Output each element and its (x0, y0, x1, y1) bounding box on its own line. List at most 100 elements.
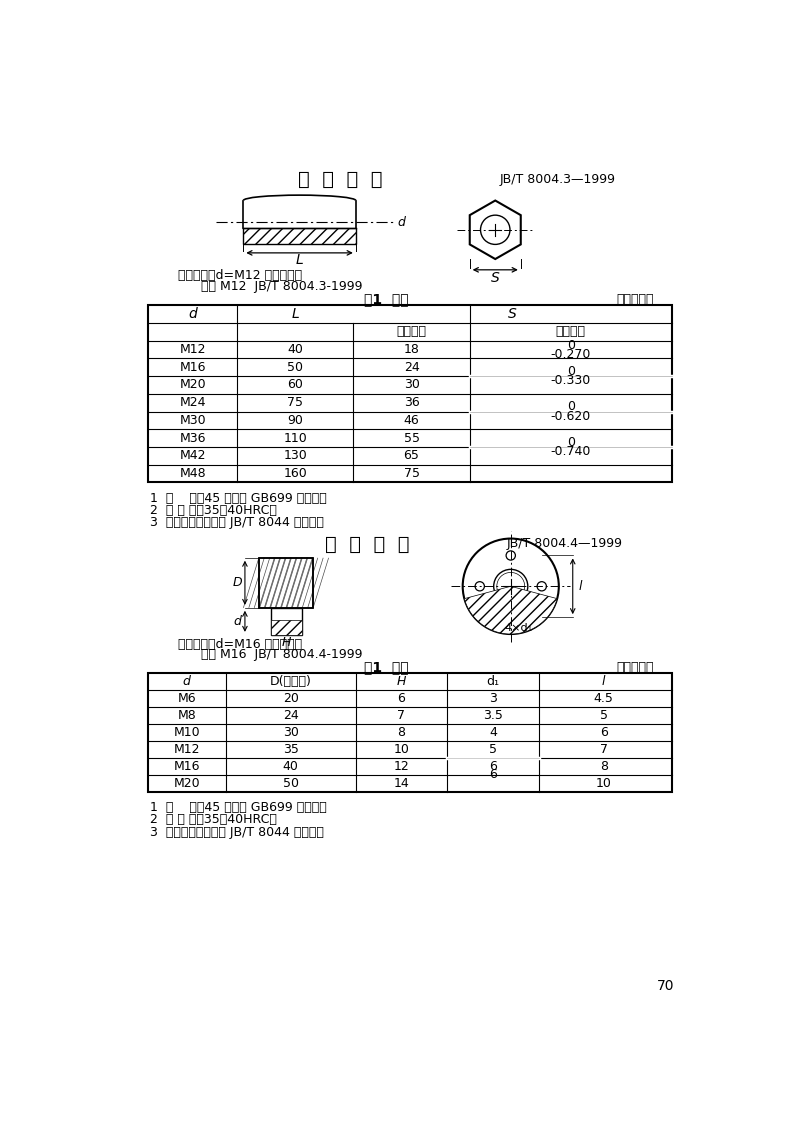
Text: JB/T 8004.3—1999: JB/T 8004.3—1999 (499, 173, 615, 187)
Text: 2  热 处 理：35～40HRC。: 2 热 处 理：35～40HRC。 (150, 814, 278, 826)
Text: M24: M24 (179, 396, 206, 409)
Text: 2  热 处 理：35～40HRC。: 2 热 处 理：35～40HRC。 (150, 504, 278, 517)
Text: M36: M36 (179, 431, 206, 445)
Text: M20: M20 (179, 378, 206, 392)
Text: 14: 14 (394, 777, 410, 790)
Text: 24: 24 (282, 709, 298, 722)
Text: 18: 18 (404, 343, 419, 357)
Bar (270, 620, 302, 635)
Text: 30: 30 (404, 378, 419, 392)
Text: d: d (234, 615, 241, 628)
Text: 70: 70 (657, 979, 674, 993)
Circle shape (506, 551, 515, 560)
Text: 4×d₁: 4×d₁ (505, 623, 533, 633)
Text: 12: 12 (394, 760, 410, 773)
Text: 160: 160 (283, 468, 307, 480)
Polygon shape (464, 586, 557, 634)
Text: 75: 75 (403, 468, 419, 480)
Text: 24: 24 (404, 361, 419, 374)
Text: M6: M6 (178, 692, 196, 705)
Text: 螺母 M16  JB/T 8004.4-1999: 螺母 M16 JB/T 8004.4-1999 (201, 649, 362, 661)
Text: 60: 60 (287, 378, 303, 392)
Text: 单位为毫米: 单位为毫米 (617, 661, 654, 674)
Text: H: H (282, 636, 290, 649)
Circle shape (537, 582, 546, 591)
Text: 1  材    料：45 锂，按 GB699 的规定。: 1 材 料：45 锂，按 GB699 的规定。 (150, 491, 327, 505)
Text: 0: 0 (567, 436, 575, 448)
Text: 4.5: 4.5 (594, 692, 614, 705)
Text: 6: 6 (489, 760, 497, 773)
Text: 0: 0 (567, 365, 575, 378)
Text: 40: 40 (287, 343, 303, 357)
Text: -0.620: -0.620 (550, 410, 591, 422)
Text: l: l (602, 676, 606, 688)
Text: 6: 6 (489, 769, 497, 781)
Text: 4: 4 (489, 726, 497, 739)
Text: M20: M20 (174, 777, 200, 790)
Text: 3  其他技术条件：按 JB/T 8044 的规定。: 3 其他技术条件：按 JB/T 8044 的规定。 (150, 825, 324, 839)
Text: 标记示例：d=M16 的调节螺母: 标记示例：d=M16 的调节螺母 (178, 637, 302, 651)
Text: d: d (398, 215, 406, 229)
Text: M8: M8 (178, 709, 196, 722)
Text: JB/T 8004.4—1999: JB/T 8004.4—1999 (507, 538, 623, 550)
Text: 50: 50 (282, 777, 298, 790)
Text: d₁: d₁ (486, 676, 499, 688)
Text: M10: M10 (174, 726, 200, 739)
Text: 40: 40 (282, 760, 298, 773)
Text: -0.270: -0.270 (550, 348, 591, 361)
Text: 单位为毫米: 单位为毫米 (617, 292, 654, 306)
Text: 1  材    料：45 锂，按 GB699 的规定。: 1 材 料：45 锂，按 GB699 的规定。 (150, 801, 327, 814)
Text: 36: 36 (404, 396, 419, 409)
Bar (243, 229, 356, 243)
Text: 5: 5 (489, 743, 497, 756)
Text: 90: 90 (287, 414, 303, 427)
Text: 6: 6 (398, 692, 406, 705)
Text: -0.330: -0.330 (550, 375, 591, 387)
Text: 65: 65 (404, 449, 419, 462)
Bar (148, 674, 672, 792)
Text: 20: 20 (282, 692, 298, 705)
Text: 7: 7 (600, 743, 608, 756)
Text: 0: 0 (567, 340, 575, 352)
Bar (270, 608, 302, 635)
Text: S: S (491, 271, 500, 284)
Text: 6: 6 (600, 726, 608, 739)
Text: 10: 10 (394, 743, 410, 756)
Text: M12: M12 (179, 343, 206, 357)
Text: l: l (579, 580, 582, 593)
Bar (259, 558, 313, 608)
Text: L: L (296, 252, 303, 267)
Text: 75: 75 (287, 396, 303, 409)
Text: 基本尺寸: 基本尺寸 (397, 325, 426, 338)
Text: 130: 130 (283, 449, 307, 462)
Text: M42: M42 (179, 449, 206, 462)
Text: M16: M16 (174, 760, 200, 773)
Text: D: D (232, 576, 242, 590)
Text: -0.740: -0.740 (550, 445, 591, 458)
Bar (259, 558, 313, 608)
Text: 调  节  螺  母: 调 节 螺 母 (325, 534, 410, 554)
Text: 10: 10 (596, 777, 612, 790)
Text: 30: 30 (282, 726, 298, 739)
Text: D(滚花前): D(滚花前) (270, 676, 311, 688)
Text: 5: 5 (600, 709, 608, 722)
Text: M12: M12 (174, 743, 200, 756)
Text: 8: 8 (600, 760, 608, 773)
Text: 110: 110 (283, 431, 307, 445)
Text: 46: 46 (404, 414, 419, 427)
Text: 55: 55 (403, 431, 419, 445)
Text: M30: M30 (179, 414, 206, 427)
Text: L: L (291, 307, 299, 321)
Circle shape (506, 612, 515, 621)
Text: 7: 7 (398, 709, 406, 722)
Text: 3: 3 (489, 692, 497, 705)
Text: 50: 50 (287, 361, 303, 374)
Text: M48: M48 (179, 468, 206, 480)
Text: d: d (183, 676, 190, 688)
Text: 35: 35 (282, 743, 298, 756)
Circle shape (475, 582, 485, 591)
Text: d: d (188, 307, 197, 321)
Bar (148, 306, 672, 482)
Text: S: S (508, 307, 517, 321)
Text: 8: 8 (398, 726, 406, 739)
